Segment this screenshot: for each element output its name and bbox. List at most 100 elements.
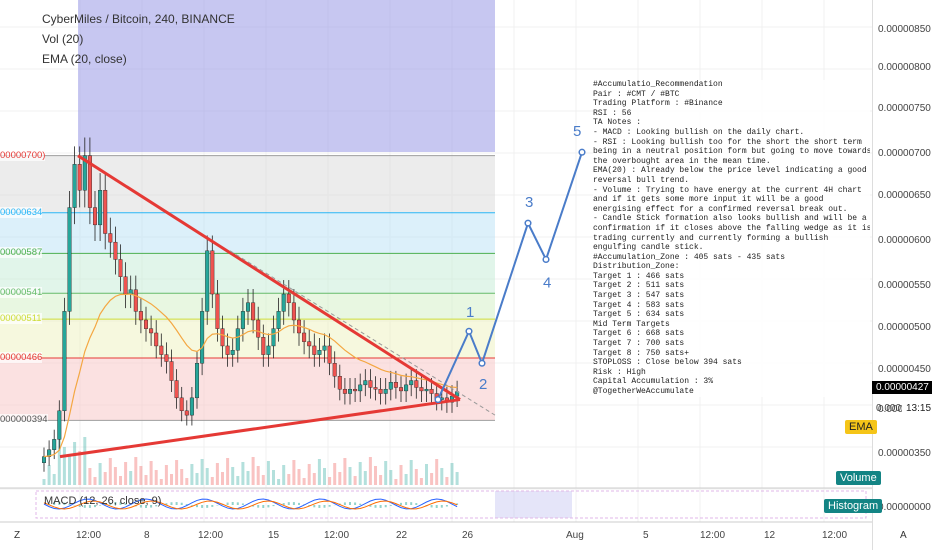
projection-point bbox=[524, 219, 532, 227]
candle-body bbox=[194, 363, 199, 399]
projection-point bbox=[465, 327, 473, 335]
price-tick-label: 0.00000600 bbox=[878, 235, 931, 246]
volume-bar bbox=[185, 478, 189, 485]
candle-body bbox=[393, 382, 398, 388]
note-line: Mid Term Targets bbox=[593, 319, 670, 329]
volume-bar bbox=[226, 458, 230, 485]
macd-band bbox=[35, 490, 867, 519]
candle-body bbox=[98, 190, 103, 226]
candle-body bbox=[388, 382, 393, 390]
volume-bar bbox=[404, 474, 408, 485]
candle-body bbox=[276, 311, 281, 329]
price-tick-label: 0.00000750 bbox=[878, 103, 931, 114]
note-line: being in a neutral position form but goi… bbox=[593, 147, 870, 157]
ema-badge[interactable]: EMA bbox=[845, 420, 877, 434]
candle-body bbox=[82, 155, 87, 191]
volume-bar bbox=[312, 473, 316, 485]
time-tick-label: 12:00 bbox=[76, 530, 102, 541]
note-line: Target 2 : 511 sats bbox=[593, 281, 685, 291]
volume-bar bbox=[338, 472, 342, 485]
candle-body bbox=[322, 345, 327, 351]
fib-level-label: 00000511 bbox=[0, 313, 42, 325]
time-tick-label: 12 bbox=[764, 530, 776, 541]
volume-bar bbox=[144, 475, 148, 485]
price-tick-label: 0.00000650 bbox=[878, 190, 931, 201]
price-tick-label: 0.00000450 bbox=[878, 364, 931, 375]
ema-line bbox=[43, 293, 458, 458]
volume-bar bbox=[374, 466, 377, 485]
ta-notes-panel: #Accumulatio_Recommendation Pair : #CMT /… bbox=[593, 80, 870, 397]
bar-countdown: 13:15 bbox=[902, 402, 932, 415]
candle-body bbox=[358, 384, 363, 392]
volume-bar bbox=[379, 475, 383, 485]
time-tick-label: 8 bbox=[144, 530, 150, 541]
volume-badge[interactable]: Volume bbox=[836, 471, 881, 485]
note-line: STOPLOSS : Close below 394 sats bbox=[593, 358, 742, 368]
time-tick-label: 5 bbox=[643, 530, 649, 541]
volume-bar bbox=[328, 477, 332, 485]
volume-bar bbox=[358, 462, 362, 485]
projection-path bbox=[437, 151, 583, 400]
volume-bar bbox=[368, 457, 372, 485]
candle-body bbox=[57, 410, 62, 440]
candle-body bbox=[118, 259, 123, 277]
corner-left-label[interactable]: Z bbox=[14, 530, 21, 541]
volume-bar bbox=[292, 460, 296, 485]
fib-band bbox=[0, 253, 495, 294]
note-line: Trading Platform : #Binance bbox=[593, 99, 723, 109]
volume-bar bbox=[440, 468, 444, 485]
corner-right-label[interactable]: A bbox=[900, 530, 907, 541]
volume-bar bbox=[236, 476, 240, 485]
note-line: trading currently and currently forming … bbox=[593, 233, 829, 243]
candle-body bbox=[373, 387, 378, 390]
note-line: @TogetherWeAccumulate bbox=[593, 387, 694, 396]
volume-bar bbox=[455, 472, 459, 485]
price-tick-label: 0.00000500 bbox=[878, 322, 931, 333]
candle-body bbox=[47, 449, 52, 457]
candle-body bbox=[154, 332, 159, 347]
candle-body bbox=[251, 302, 256, 321]
note-line: Risk : High bbox=[593, 367, 646, 377]
note-line: Target 5 : 634 sats bbox=[593, 310, 685, 320]
symbol-legend[interactable]: CyberMiles / Bitcoin, 240, BINANCE bbox=[42, 12, 235, 26]
ema-legend[interactable]: EMA (20, close) bbox=[42, 52, 127, 66]
fib-band bbox=[0, 155, 495, 213]
candle-body bbox=[138, 311, 143, 321]
price-tick-label: 0.00000550 bbox=[878, 280, 931, 291]
volume-bar bbox=[200, 459, 204, 485]
price-tick-label: 0.00000800 bbox=[878, 62, 931, 73]
candle-body bbox=[286, 293, 291, 303]
candle-body bbox=[230, 350, 235, 355]
volume-bar bbox=[409, 460, 413, 485]
candle-body bbox=[261, 337, 266, 355]
candle-body bbox=[189, 397, 194, 416]
volume-bar bbox=[353, 476, 357, 485]
volume-legend[interactable]: Vol (20) bbox=[42, 32, 84, 46]
fib-level-label: 00000587 bbox=[0, 247, 43, 259]
highlight-range bbox=[78, 0, 495, 152]
time-tick-label: 15 bbox=[268, 530, 280, 541]
volume-bar bbox=[68, 456, 71, 485]
candle-body bbox=[424, 388, 429, 392]
volume-bar bbox=[277, 479, 281, 485]
volume-bar bbox=[88, 468, 92, 485]
candle-body bbox=[419, 387, 424, 392]
time-tick-label: 22 bbox=[396, 530, 408, 541]
candle-body bbox=[149, 328, 154, 334]
volume-bar bbox=[52, 474, 56, 485]
note-line: - Volume : Trying to have energy at the … bbox=[593, 185, 862, 195]
volume-bar bbox=[282, 465, 286, 485]
macd-legend[interactable]: MACD (12, 26, close, 9) bbox=[44, 495, 162, 507]
price-axis[interactable] bbox=[872, 0, 932, 550]
fib-level-label: 00000541 bbox=[0, 287, 43, 299]
note-line: RSI : 56 bbox=[593, 108, 632, 118]
volume-bar bbox=[139, 466, 143, 485]
histogram-badge[interactable]: Histogram bbox=[824, 499, 883, 513]
candle-body bbox=[404, 384, 409, 392]
volume-bar bbox=[348, 467, 352, 485]
note-line: the overbought area in the mean time. bbox=[593, 156, 771, 166]
note-line: reversal bull trend. bbox=[593, 175, 690, 185]
volume-bar bbox=[363, 471, 367, 485]
note-line: #Accumulation_Zone : 405 sats - 435 sats bbox=[593, 252, 786, 262]
